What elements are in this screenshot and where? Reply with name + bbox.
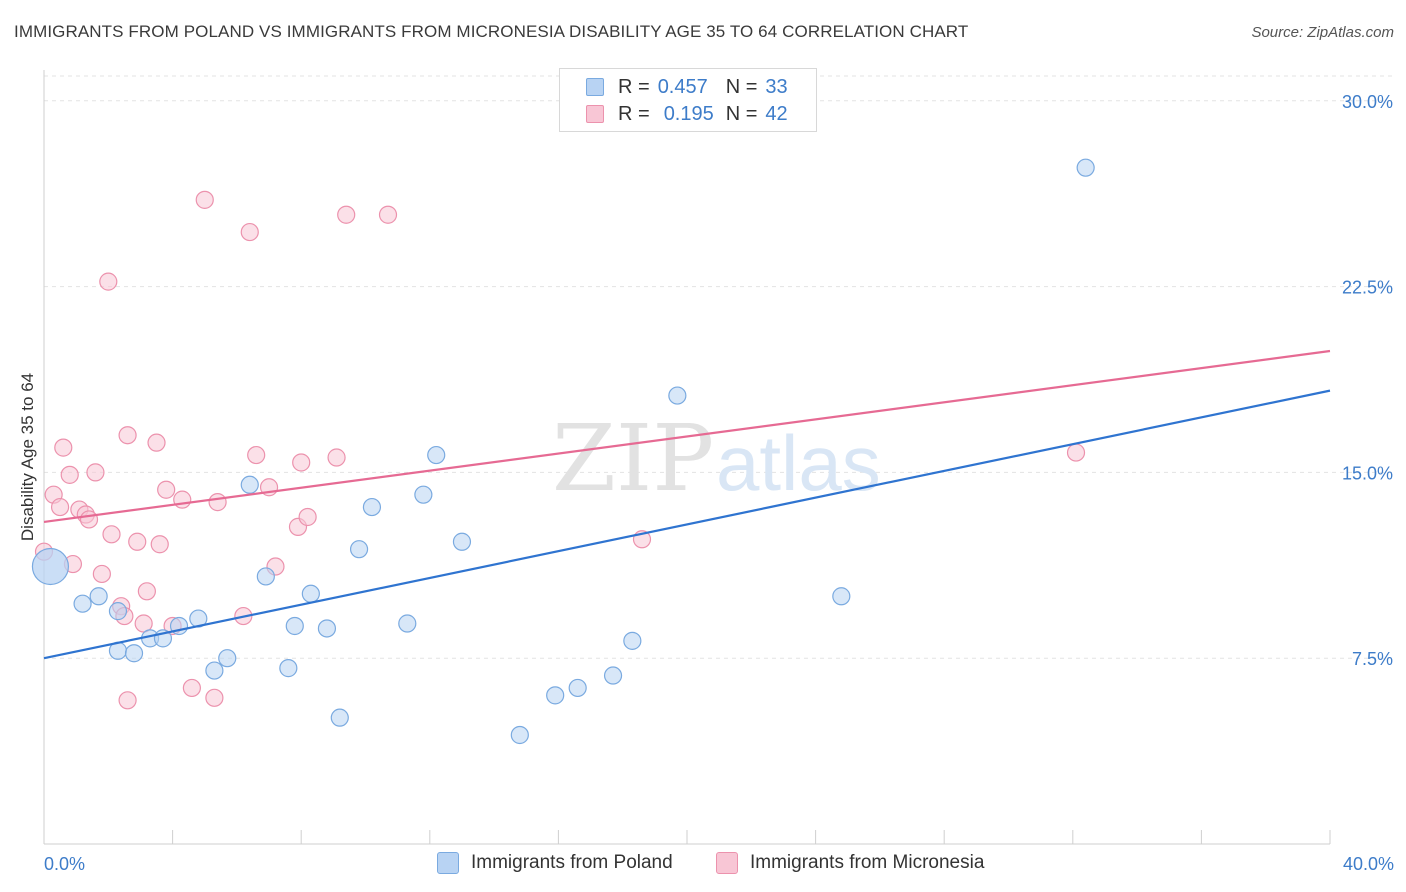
trend-lines <box>43 349 1331 660</box>
y-tick-label: 30.0% <box>1342 92 1393 112</box>
legend-n-value-micronesia: 42 <box>765 102 788 125</box>
poland-points <box>31 158 1095 745</box>
data-point <box>1076 158 1095 177</box>
watermark-atlas: atlas <box>716 419 881 507</box>
data-point <box>568 678 587 698</box>
data-point <box>292 453 311 472</box>
data-point <box>147 433 166 452</box>
watermark: ZIP atlas <box>552 405 881 512</box>
data-point <box>247 445 266 465</box>
legend-r-label: R = <box>618 102 650 125</box>
legend-item-micronesia[interactable]: Immigrants from Micronesia <box>716 852 984 874</box>
data-point <box>398 614 417 633</box>
trend-line-poland <box>43 389 1331 660</box>
data-point <box>1066 443 1086 462</box>
data-point <box>124 644 144 663</box>
legend-n-label: N = <box>725 75 758 98</box>
legend-n-label: N = <box>725 102 758 125</box>
data-point <box>668 386 687 405</box>
data-point <box>330 708 349 727</box>
data-point <box>150 535 169 554</box>
legend-swatch-micronesia <box>586 105 604 123</box>
y-tick-label: 7.5% <box>1352 649 1393 669</box>
y-tick-labels: 7.5% 15.0% 22.5% 30.0% <box>1342 92 1393 669</box>
x-tick-marks <box>43 830 1331 844</box>
data-point <box>240 222 259 242</box>
stats-legend: R = 0.457 N = 33 R = 0.195 N = 42 <box>559 68 817 132</box>
data-point <box>298 507 317 527</box>
data-point <box>60 465 79 484</box>
x-tick-label-min: 0.0% <box>44 854 85 874</box>
legend-swatch-poland <box>437 852 459 874</box>
x-tick-label-max: 40.0% <box>1343 854 1394 874</box>
y-tick-label: 15.0% <box>1342 463 1393 483</box>
legend-label-poland: Immigrants from Poland <box>471 852 673 873</box>
data-point <box>327 448 346 467</box>
data-point <box>301 584 320 603</box>
data-point <box>54 438 73 457</box>
data-point <box>31 547 70 586</box>
data-point <box>349 540 369 559</box>
chart-title: IMMIGRANTS FROM POLAND VS IMMIGRANTS FRO… <box>14 22 969 41</box>
data-point <box>317 619 337 638</box>
data-point <box>427 445 446 465</box>
data-point <box>92 564 111 584</box>
y-axis-label: Disability Age 35 to 64 <box>18 373 37 541</box>
legend-label-micronesia: Immigrants from Micronesia <box>750 852 985 873</box>
source-credit: Source: ZipAtlas.com <box>1251 24 1394 41</box>
data-point <box>108 602 128 621</box>
data-point <box>510 725 529 745</box>
series-legend: Immigrants from Poland Immigrants from M… <box>0 852 1406 878</box>
data-point <box>240 475 259 494</box>
legend-n-value-poland: 33 <box>765 75 788 98</box>
data-point <box>137 582 156 601</box>
data-point <box>337 205 356 224</box>
data-point <box>452 532 472 551</box>
legend-r-label: R = <box>618 75 650 98</box>
data-point <box>208 493 227 512</box>
data-point <box>173 490 192 509</box>
data-point <box>102 525 121 544</box>
data-point <box>378 205 398 224</box>
data-point <box>99 272 118 291</box>
legend-swatch-micronesia <box>716 852 738 874</box>
legend-row-poland: R = 0.457 N = 33 <box>586 75 788 99</box>
data-point <box>205 661 224 680</box>
data-point <box>79 510 99 529</box>
data-point <box>89 587 108 606</box>
data-point <box>546 686 565 705</box>
y-tick-label: 22.5% <box>1342 278 1393 298</box>
data-point <box>362 497 382 517</box>
data-point <box>279 659 298 678</box>
legend-r-value-micronesia: 0.195 <box>663 102 714 125</box>
data-point <box>50 497 70 517</box>
data-point <box>623 631 642 650</box>
grid-lines <box>44 75 1392 659</box>
legend-r-value-poland: 0.457 <box>657 75 708 98</box>
legend-swatch-poland <box>586 78 604 96</box>
data-point <box>256 567 275 586</box>
data-point <box>118 426 137 445</box>
data-point <box>86 463 105 482</box>
data-point <box>128 532 147 551</box>
data-point <box>285 616 304 636</box>
legend-row-micronesia: R = 0.195 N = 42 <box>586 102 788 126</box>
data-point <box>73 594 92 613</box>
data-point <box>118 691 137 710</box>
trend-line-micronesia <box>43 349 1331 524</box>
data-point <box>195 190 214 209</box>
data-point <box>182 678 201 698</box>
watermark-zip: ZIP <box>552 405 714 512</box>
data-point <box>157 480 176 499</box>
data-point <box>603 666 623 685</box>
data-point <box>414 485 433 504</box>
data-point <box>205 688 224 707</box>
legend-item-poland[interactable]: Immigrants from Poland <box>437 852 673 874</box>
data-point <box>218 649 237 668</box>
data-point <box>832 587 851 606</box>
